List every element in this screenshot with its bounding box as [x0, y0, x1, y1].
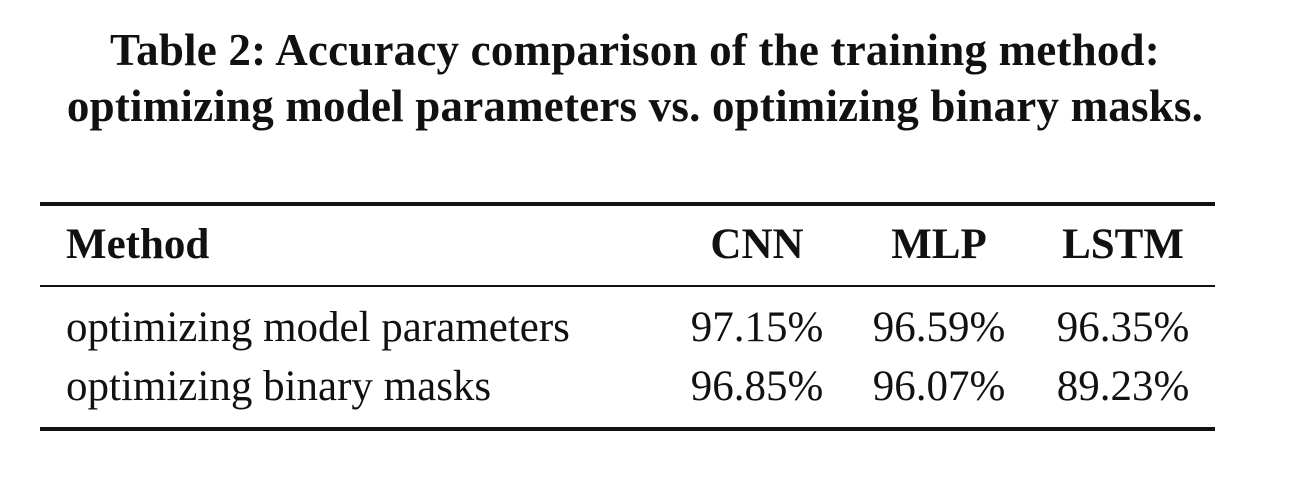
table-header-rule	[40, 285, 1215, 287]
row-lstm-cell: 96.35%	[1056, 304, 1190, 351]
row-lstm-cell: 89.23%	[1056, 363, 1190, 410]
table-bottom-rule	[40, 427, 1215, 431]
caption-line-1: Table 2: Accuracy comparison of the trai…	[110, 25, 1160, 75]
table-top-rule	[40, 202, 1215, 206]
row-mlp-cell: 96.07%	[872, 363, 1006, 410]
table-caption: Table 2: Accuracy comparison of the trai…	[0, 22, 1270, 134]
caption-line-2: optimizing model parameters vs. optimizi…	[66, 81, 1204, 131]
row-cnn-cell: 97.15%	[690, 304, 824, 351]
header-lstm: LSTM	[1062, 221, 1184, 268]
header-cnn: CNN	[710, 221, 804, 268]
header-method: Method	[66, 221, 210, 268]
row-cnn-cell: 96.85%	[690, 363, 824, 410]
row-method-cell: optimizing binary masks	[66, 363, 492, 410]
header-mlp: MLP	[891, 221, 987, 268]
row-method-cell: optimizing model parameters	[66, 304, 570, 351]
row-mlp-cell: 96.59%	[872, 304, 1006, 351]
